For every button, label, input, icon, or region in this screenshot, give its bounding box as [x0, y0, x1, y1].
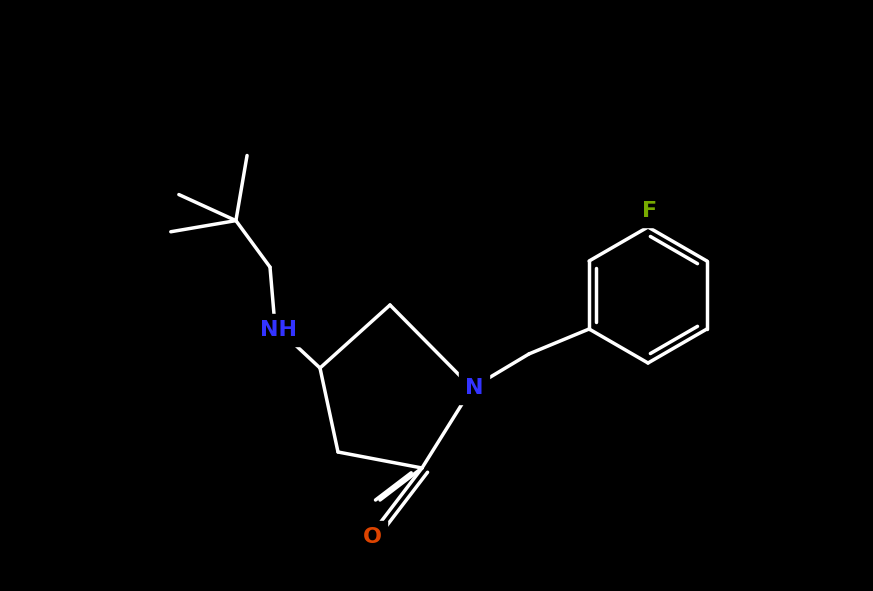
Text: O: O: [362, 527, 382, 547]
Text: N: N: [464, 378, 484, 398]
Text: F: F: [643, 201, 657, 221]
Text: NH: NH: [259, 320, 297, 340]
